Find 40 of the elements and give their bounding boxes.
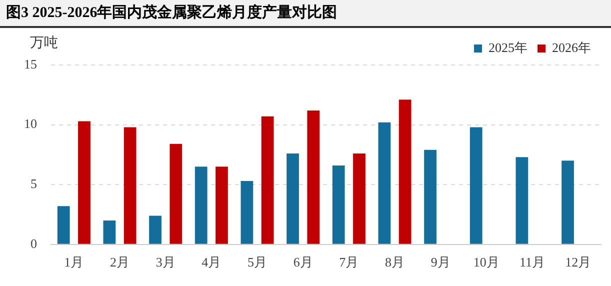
y-tick-label: 10 (24, 116, 37, 132)
bar (516, 157, 528, 244)
bar (332, 165, 345, 244)
x-tick-label: 4月 (202, 254, 222, 270)
x-tick-label: 1月 (64, 254, 84, 270)
chart-title: 图3 2025-2026年国内茂金属聚乙烯月度产量对比图 (0, 0, 611, 28)
bar (57, 206, 70, 244)
bar (353, 154, 366, 244)
bar (562, 160, 574, 244)
bar (307, 110, 320, 244)
bar (170, 144, 182, 244)
bar (398, 100, 412, 244)
x-tick-label: 9月 (430, 254, 450, 270)
bar (240, 181, 254, 244)
bar (149, 216, 162, 244)
y-axis-title: 万吨 (30, 34, 58, 52)
x-tick-label: 8月 (385, 254, 404, 270)
bar (286, 154, 299, 244)
y-tick-label: 5 (30, 176, 37, 192)
legend-label: 2025年 (488, 40, 528, 55)
bar (216, 166, 228, 244)
bar (194, 166, 208, 244)
bar (103, 220, 116, 244)
bar (470, 127, 482, 244)
bar (378, 122, 391, 244)
x-tick-label: 12月 (565, 254, 592, 270)
x-tick-label: 5月 (248, 254, 267, 270)
bar (261, 116, 274, 244)
x-tick-label: 3月 (156, 254, 176, 270)
x-tick-label: 10月 (473, 254, 500, 270)
y-tick-label: 0 (30, 236, 37, 251)
bar (124, 127, 136, 244)
legend-label: 2026年 (552, 40, 591, 55)
bar (78, 121, 90, 244)
bar (424, 150, 436, 244)
x-tick-label: 6月 (293, 254, 313, 270)
x-tick-label: 2月 (110, 254, 130, 270)
y-tick-label: 15 (24, 56, 37, 72)
x-tick-label: 11月 (519, 254, 546, 270)
x-tick-label: 7月 (339, 254, 359, 270)
